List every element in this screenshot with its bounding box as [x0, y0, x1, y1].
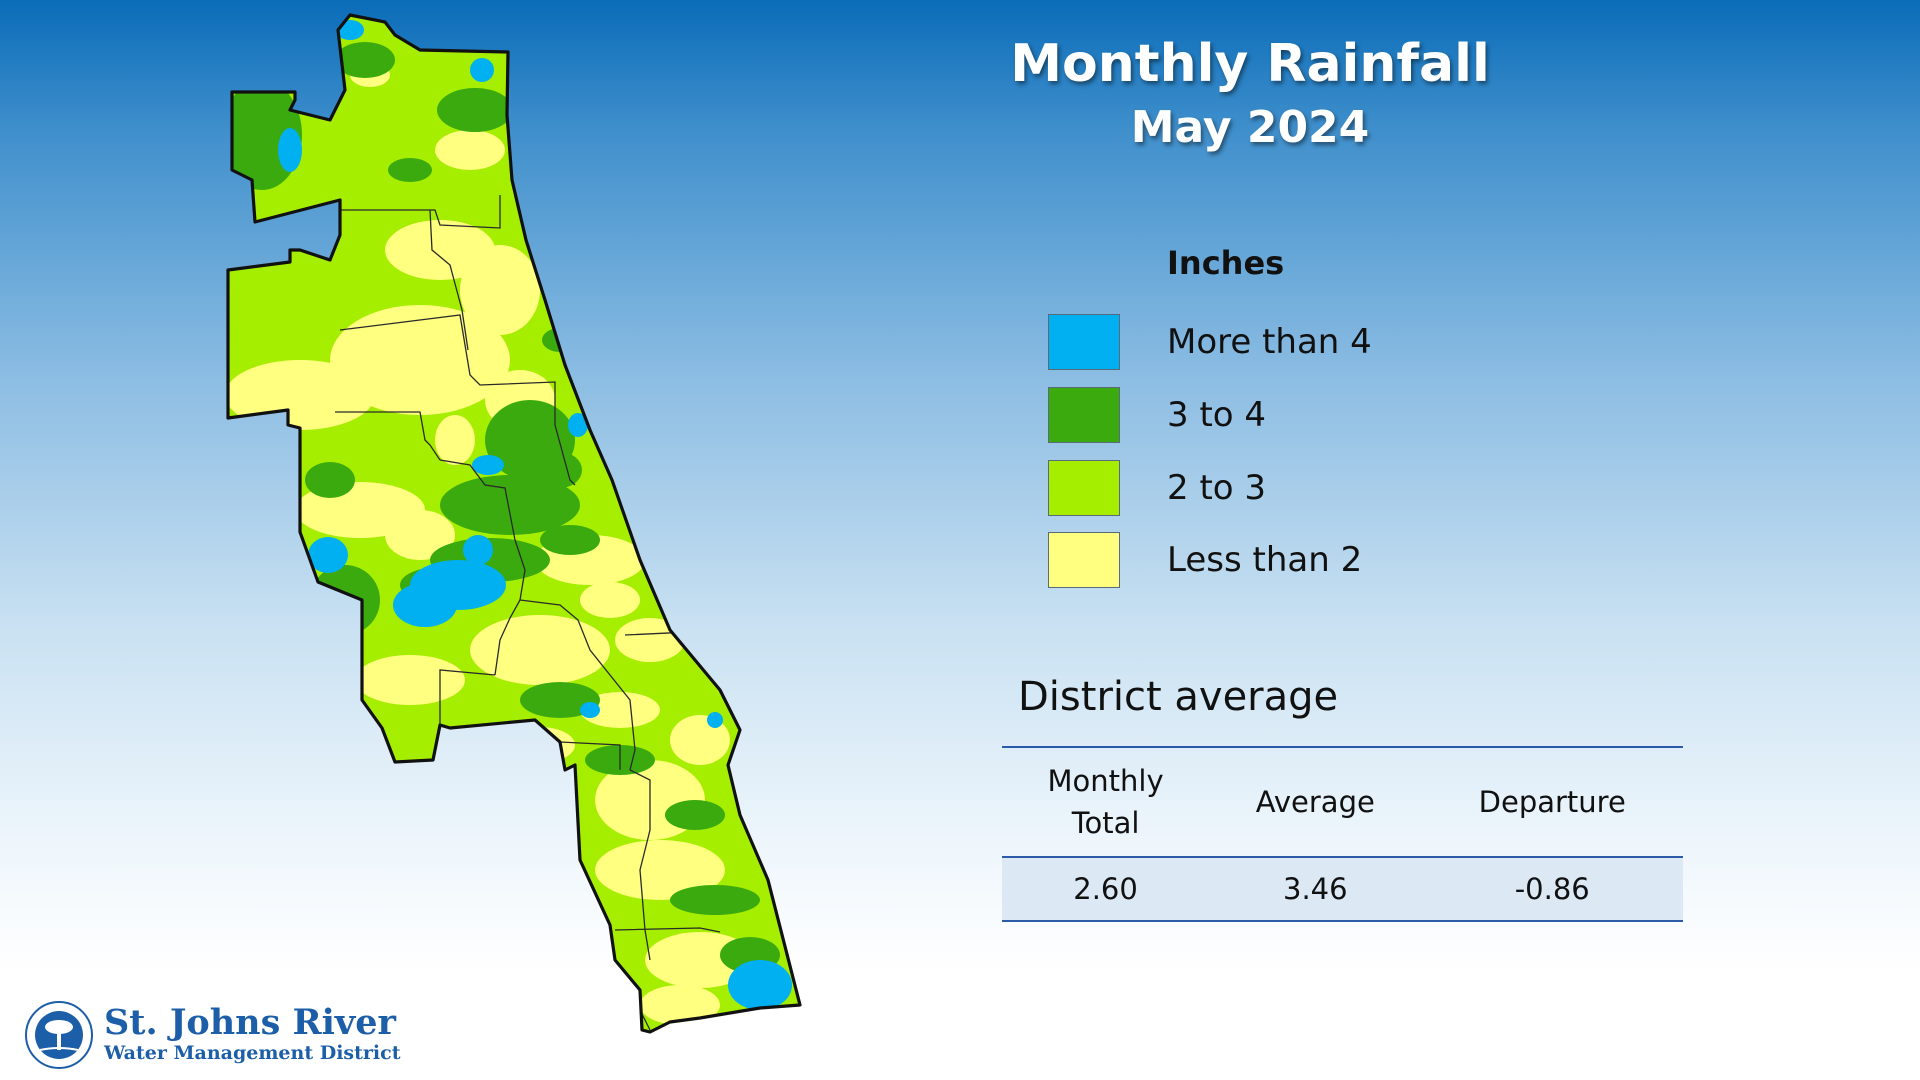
header-average: Average [1209, 746, 1422, 858]
district-average-title: District average [1018, 674, 1339, 720]
table-header-row: Monthly Total Average Departure [1002, 746, 1683, 858]
legend-label: 3 to 4 [1167, 395, 1267, 435]
legend-swatch [1048, 460, 1120, 516]
seal-icon [25, 1001, 93, 1069]
header-monthly-total-line1: Monthly [1047, 763, 1164, 798]
legend-swatch [1048, 314, 1120, 370]
table-row: 2.60 3.46 -0.86 [1002, 857, 1683, 922]
header-monthly-total: Monthly Total [1002, 746, 1210, 858]
legend-item-more-than-4: More than 4 [1048, 313, 1372, 371]
district-average-table: Monthly Total Average Departure 2.60 3.4… [1002, 746, 1683, 922]
organization-subtitle: Water Management District [104, 1042, 401, 1064]
legend-label: Less than 2 [1167, 540, 1363, 580]
value-average: 3.46 [1209, 857, 1422, 922]
page-title: Monthly Rainfall [1010, 34, 1490, 94]
legend-item-3-to-4: 3 to 4 [1048, 386, 1266, 444]
legend-label: More than 4 [1167, 322, 1372, 362]
page-subtitle: May 2024 [1130, 102, 1370, 153]
legend-item-2-to-3: 2 to 3 [1048, 459, 1266, 517]
legend-swatch [1048, 532, 1120, 588]
district-rainfall-map [226, 13, 802, 1034]
organization-name: St. Johns River [104, 1002, 396, 1043]
value-monthly-total: 2.60 [1002, 857, 1210, 922]
district-logo: St. Johns River Water Management Distric… [24, 1000, 404, 1070]
legend-swatch [1048, 387, 1120, 443]
header-departure: Departure [1421, 746, 1683, 858]
legend-label: 2 to 3 [1167, 468, 1267, 508]
legend-title: Inches [1167, 244, 1285, 282]
value-departure: -0.86 [1421, 857, 1683, 922]
header-monthly-total-line2: Total [1071, 806, 1140, 840]
legend-item-less-than-2: Less than 2 [1048, 531, 1362, 589]
